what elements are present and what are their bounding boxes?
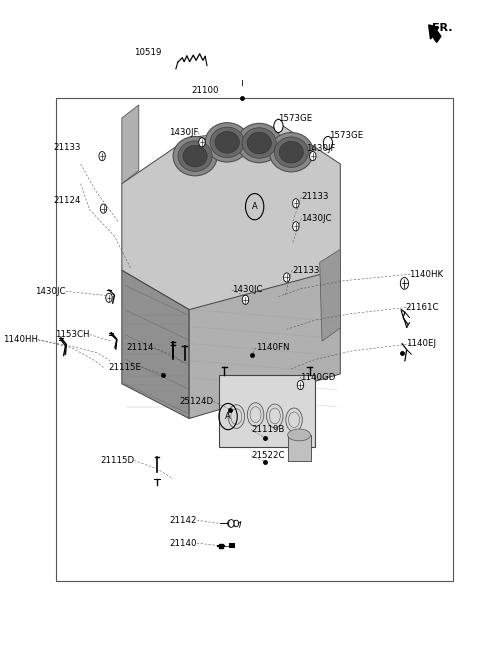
Text: FR.: FR. (432, 22, 453, 33)
Polygon shape (320, 249, 340, 341)
Ellipse shape (173, 136, 217, 176)
Text: 21100: 21100 (192, 86, 219, 95)
Circle shape (233, 521, 236, 526)
Polygon shape (122, 105, 139, 184)
Circle shape (401, 278, 408, 289)
Ellipse shape (237, 123, 281, 163)
Text: 21115D: 21115D (100, 456, 134, 465)
Text: 1140GD: 1140GD (300, 373, 336, 382)
Text: 1430JF: 1430JF (169, 128, 198, 137)
Text: 21522C: 21522C (251, 451, 285, 461)
Text: 21119B: 21119B (251, 425, 284, 434)
Ellipse shape (210, 127, 244, 157)
Circle shape (228, 520, 234, 527)
Text: 21124: 21124 (53, 195, 81, 205)
Text: 1430JC: 1430JC (301, 214, 332, 223)
Circle shape (228, 520, 232, 527)
Ellipse shape (279, 142, 303, 163)
Polygon shape (122, 126, 340, 310)
Circle shape (99, 152, 105, 161)
Ellipse shape (247, 133, 271, 154)
Ellipse shape (269, 133, 313, 172)
Text: 21114: 21114 (126, 343, 154, 352)
Ellipse shape (215, 131, 239, 153)
FancyArrow shape (429, 25, 441, 43)
Bar (56, 98, 453, 581)
Text: 1140HK: 1140HK (409, 270, 443, 279)
Circle shape (234, 520, 239, 527)
Polygon shape (189, 269, 340, 419)
Ellipse shape (183, 145, 207, 167)
Circle shape (310, 152, 316, 161)
Ellipse shape (178, 141, 212, 171)
Text: 25124D: 25124D (180, 397, 214, 406)
Ellipse shape (205, 123, 249, 162)
Circle shape (100, 204, 107, 213)
Ellipse shape (274, 137, 308, 167)
Text: 21133: 21133 (301, 192, 329, 201)
Text: 1573GE: 1573GE (278, 113, 313, 123)
Ellipse shape (242, 128, 276, 158)
Text: A: A (225, 412, 231, 421)
Circle shape (293, 199, 299, 208)
Bar (288, 435, 311, 461)
Text: 1140FN: 1140FN (255, 343, 289, 352)
Text: 21133: 21133 (292, 266, 320, 275)
Text: 21142: 21142 (169, 516, 197, 525)
Circle shape (106, 293, 112, 302)
Text: 1153CH: 1153CH (55, 330, 90, 339)
Bar (229, 543, 235, 548)
Circle shape (284, 273, 290, 282)
Circle shape (242, 295, 249, 304)
Circle shape (400, 277, 408, 289)
Text: 21133: 21133 (53, 143, 81, 152)
Polygon shape (122, 270, 189, 419)
Text: 1573GE: 1573GE (329, 131, 363, 140)
Text: A: A (252, 202, 258, 211)
Text: 21140: 21140 (169, 539, 197, 548)
Circle shape (324, 136, 333, 150)
Text: 1430JC: 1430JC (232, 285, 262, 295)
Circle shape (293, 222, 299, 231)
Text: 1140HH: 1140HH (3, 335, 38, 344)
Circle shape (297, 380, 304, 390)
Text: 1430JC: 1430JC (35, 287, 65, 296)
Text: 21161C: 21161C (406, 302, 439, 312)
Text: 1140EJ: 1140EJ (406, 339, 436, 348)
Ellipse shape (288, 429, 311, 441)
Text: 10519: 10519 (134, 48, 162, 57)
Bar (219, 375, 315, 447)
Text: 1430JF: 1430JF (306, 144, 336, 154)
Circle shape (199, 138, 205, 147)
Circle shape (274, 119, 283, 133)
Text: 21115E: 21115E (108, 363, 141, 372)
